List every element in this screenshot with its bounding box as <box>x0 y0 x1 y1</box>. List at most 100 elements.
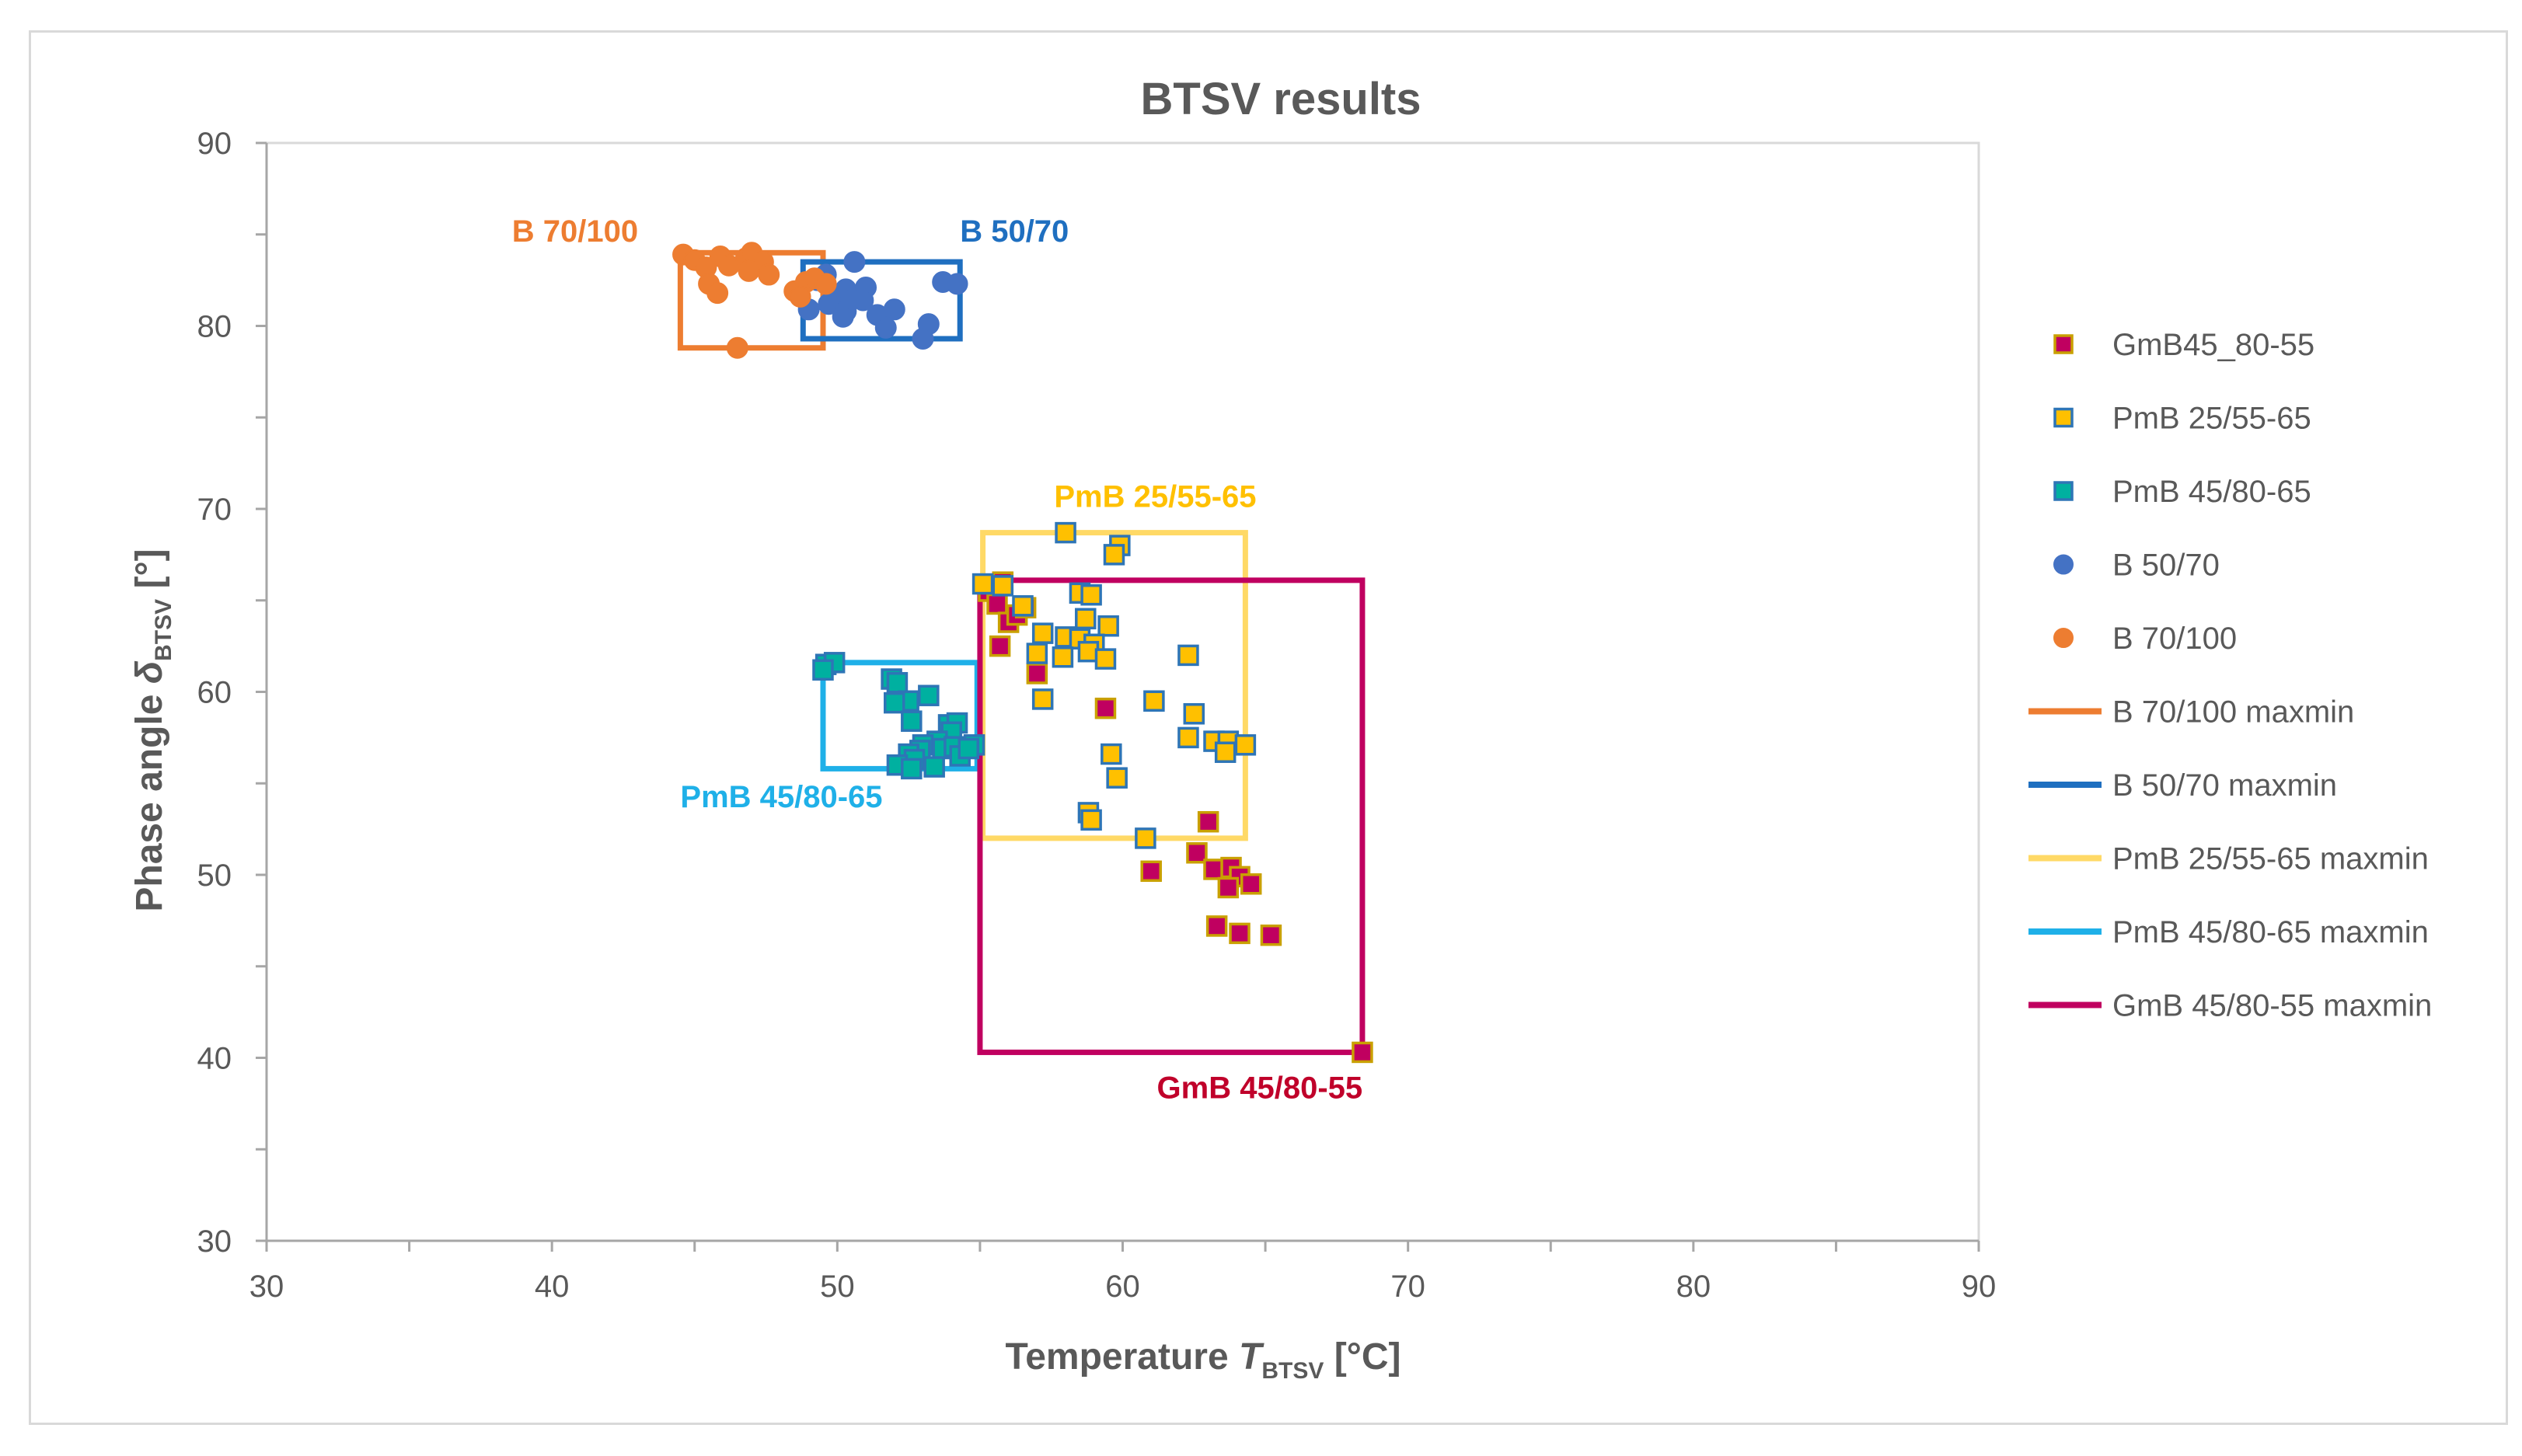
legend-item-pmb-25-55-65-maxmin: PmB 25/55-65 maxmin <box>2028 842 2429 876</box>
point-pmb-25-55-65 <box>1077 640 1100 663</box>
point-pmb-25-55-65 <box>1055 521 1076 544</box>
point-gmb45-80-55 <box>1203 859 1225 880</box>
axes: 30 40 50 60 70 80 90 30 40 50 60 70 80 90 <box>197 127 1997 1304</box>
point-pmb-25-55-65 <box>1052 646 1074 668</box>
series-b-70-100 <box>672 242 837 359</box>
legend-marker <box>2053 554 2074 575</box>
point-gmb45-80-55 <box>1260 924 1282 946</box>
point-b-70-100 <box>758 263 780 286</box>
point-b-70-100 <box>789 285 811 308</box>
legend-item-pmb-45-80-65-maxmin: PmB 45/80-65 maxmin <box>2028 915 2429 949</box>
point-b-50-70 <box>832 305 854 328</box>
annotation-b-70-100: B 70/100 <box>512 214 638 249</box>
y-tick-label: 90 <box>197 127 232 161</box>
legend-item-b-50-70-maxmin: B 50/70 maxmin <box>2028 768 2337 803</box>
legend-marker <box>2053 628 2074 648</box>
point-gmb45-80-55 <box>986 593 1008 615</box>
annotation-gmb-45-80-55: GmB 45/80-55 <box>1157 1071 1363 1105</box>
point-pmb-25-55-65 <box>1031 622 1054 644</box>
legend-label: GmB 45/80-55 maxmin <box>2112 989 2432 1023</box>
point-pmb-25-55-65 <box>971 573 994 595</box>
y-tick-label: 60 <box>197 676 232 710</box>
point-gmb45-80-55 <box>1352 1041 1373 1064</box>
point-pmb-25-55-65 <box>1143 690 1165 712</box>
point-gmb45-80-55 <box>1140 860 1162 883</box>
y-tick-label: 50 <box>197 859 232 893</box>
point-b-50-70 <box>883 298 905 321</box>
point-pmb-25-55-65 <box>1075 608 1097 630</box>
point-gmb45-80-55 <box>989 635 1011 657</box>
point-pmb-25-55-65 <box>1080 809 1102 831</box>
legend-marker <box>2053 481 2074 501</box>
point-pmb-25-55-65 <box>1234 734 1257 756</box>
x-tick-label: 40 <box>535 1270 570 1304</box>
x-tick-label: 70 <box>1390 1270 1425 1304</box>
x-tick-label: 50 <box>820 1270 855 1304</box>
point-pmb-45-80-65 <box>901 710 923 732</box>
x-tick-label: 30 <box>249 1270 284 1304</box>
x-axis-title: Temperature TBTSV [°C] <box>1005 1336 1401 1384</box>
data-points <box>672 242 1373 1064</box>
point-b-50-70 <box>840 287 863 310</box>
legend-label: PmB 25/55-65 maxmin <box>2112 842 2429 876</box>
box-gmb-45-80-55-maxmin <box>977 577 1366 1055</box>
point-b-50-70 <box>946 273 968 295</box>
legend-label: B 70/100 maxmin <box>2112 695 2354 730</box>
legend-label: PmB 25/55-65 <box>2112 402 2311 436</box>
y-tick-label: 80 <box>197 310 232 344</box>
y-tick-label: 30 <box>197 1224 232 1259</box>
point-pmb-45-80-65 <box>886 671 909 694</box>
point-gmb45-80-55 <box>1240 873 1262 895</box>
point-gmb45-80-55 <box>1186 841 1208 864</box>
point-pmb-45-80-65 <box>884 691 905 714</box>
point-pmb-45-80-65 <box>901 758 923 780</box>
point-pmb-25-55-65 <box>1031 688 1054 710</box>
legend-item-b-50-70: B 50/70 <box>2053 549 2220 583</box>
point-gmb45-80-55 <box>1094 697 1117 719</box>
annotations: B 70/100 B 50/70 PmB 25/55-65 PmB 45/80-65 G… <box>512 214 1362 1105</box>
point-gmb45-80-55 <box>1197 810 1219 833</box>
annotation-pmb-45-80-65: PmB 45/80-65 <box>680 780 882 814</box>
y-tick-label: 70 <box>197 493 232 527</box>
legend-item-pmb-45-80-65: PmB 45/80-65 <box>2053 475 2311 509</box>
point-gmb45-80-55 <box>1205 915 1228 937</box>
point-pmb-25-55-65 <box>1177 726 1199 749</box>
legend-item-b-70-100-maxmin: B 70/100 maxmin <box>2028 695 2354 730</box>
legend-label: B 50/70 <box>2112 549 2220 583</box>
legend-label: PmB 45/80-65 <box>2112 475 2311 509</box>
point-pmb-45-80-65 <box>812 659 834 681</box>
plot-border <box>265 141 1980 1242</box>
point-pmb-25-55-65 <box>1103 544 1125 566</box>
point-pmb-25-55-65 <box>1106 767 1128 789</box>
maxmin-boxes <box>677 249 1366 1055</box>
point-pmb-45-80-65 <box>923 756 945 778</box>
legend-marker <box>2053 407 2074 428</box>
x-tick-label: 90 <box>1962 1270 1997 1304</box>
point-pmb-25-55-65 <box>1135 827 1156 849</box>
y-tick-label: 40 <box>197 1042 232 1076</box>
point-pmb-25-55-65 <box>1177 644 1199 667</box>
legend-label: B 70/100 <box>2112 622 2237 656</box>
point-gmb45-80-55 <box>1026 663 1048 684</box>
point-b-70-100 <box>726 336 748 359</box>
point-b-50-70 <box>912 327 934 350</box>
series-pmb-45-80-65 <box>812 652 985 780</box>
legend: GmB45_80-55 PmB 25/55-65 PmB 45/80-65 B 50/… <box>2028 328 2432 1023</box>
legend-label: GmB45_80-55 <box>2112 328 2314 362</box>
chart-title: BTSV results <box>1141 74 1421 124</box>
point-b-70-100 <box>738 260 760 282</box>
point-pmb-25-55-65 <box>1080 583 1102 606</box>
chart-frame <box>29 30 2508 1425</box>
point-b-70-100 <box>815 273 837 295</box>
x-tick-label: 80 <box>1676 1270 1711 1304</box>
point-pmb-25-55-65 <box>1214 741 1237 763</box>
point-gmb45-80-55 <box>1229 922 1251 945</box>
plot-area <box>265 141 1980 1242</box>
annotation-b-50-70: B 50/70 <box>960 214 1069 249</box>
y-axis-title: Phase angle δBTSV [°] <box>129 549 176 911</box>
point-gmb45-80-55 <box>1217 876 1240 899</box>
point-pmb-25-55-65 <box>1012 595 1034 617</box>
point-pmb-25-55-65 <box>1101 743 1122 765</box>
legend-item-pmb-25-55-65: PmB 25/55-65 <box>2053 402 2311 436</box>
